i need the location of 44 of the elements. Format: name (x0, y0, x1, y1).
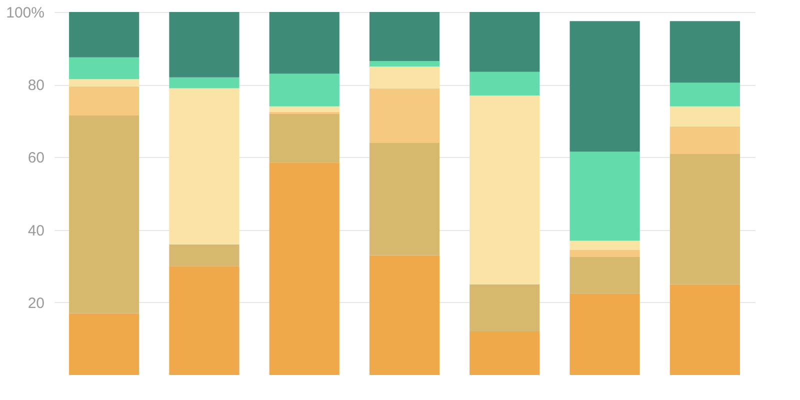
bar (69, 115, 140, 314)
bar (470, 72, 540, 96)
bar (269, 74, 340, 106)
bar (69, 313, 140, 375)
bar (269, 12, 340, 74)
bar (470, 284, 540, 332)
y-tick-label: 100% (6, 4, 44, 22)
bar (570, 293, 640, 375)
bar (369, 61, 440, 66)
bar (470, 12, 540, 72)
bar (670, 106, 740, 126)
bar (69, 12, 140, 58)
bar (169, 244, 240, 266)
bar (570, 250, 640, 258)
y-tick-label: 40 (28, 222, 44, 240)
bar (169, 12, 240, 78)
bar (69, 57, 140, 80)
bar (269, 106, 340, 112)
bar (570, 257, 640, 294)
bar (269, 162, 340, 375)
bar (670, 154, 740, 284)
bar (570, 240, 640, 250)
bar (369, 12, 440, 62)
y-tick-label: 60 (28, 150, 44, 167)
bar (670, 126, 740, 154)
y-tick-label: 80 (28, 77, 44, 94)
bar (169, 266, 240, 375)
bar (369, 88, 440, 143)
bar (169, 77, 240, 88)
bar (470, 95, 540, 284)
bar (570, 21, 640, 152)
bar (69, 86, 140, 116)
bar (369, 142, 440, 256)
y-tick-label: 20 (28, 294, 44, 312)
bar (670, 21, 740, 83)
bar (570, 152, 640, 241)
bar (369, 66, 440, 88)
bar (369, 255, 440, 375)
bar (69, 79, 140, 86)
bar (269, 114, 340, 163)
bar (670, 284, 740, 375)
bar (470, 331, 540, 375)
bar (670, 82, 740, 106)
bar (169, 88, 240, 244)
